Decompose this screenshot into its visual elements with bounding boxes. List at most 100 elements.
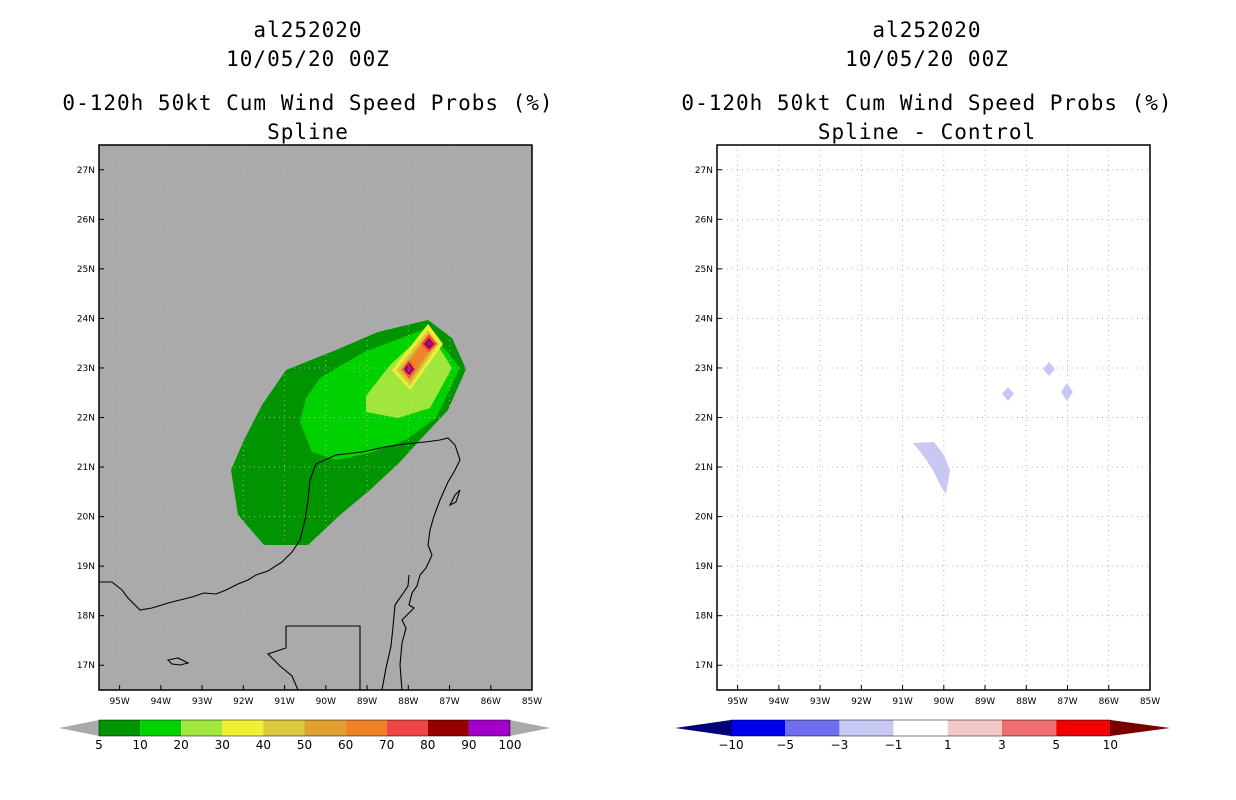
lat-label-19N: 19N xyxy=(695,562,713,572)
colorbar-label-40: 40 xyxy=(256,738,271,752)
lon-label-95W: 95W xyxy=(109,697,129,707)
lat-label-20N: 20N xyxy=(77,513,95,523)
left-subtitle: Spline xyxy=(267,120,349,144)
right-axis-ticks xyxy=(717,169,1151,690)
colorbar-label-60: 60 xyxy=(338,738,353,752)
lat-label-23N: 23N xyxy=(695,364,713,374)
coastline-belize xyxy=(381,574,410,690)
lon-label-87W: 87W xyxy=(1057,697,1077,707)
right-difference-contours xyxy=(902,362,1073,519)
lat-label-17N: 17N xyxy=(77,661,95,671)
colorbar-swatch-6 xyxy=(1056,720,1111,736)
colorbar-label-30: 30 xyxy=(215,738,230,752)
prob-contour-90-b xyxy=(426,340,432,347)
colorbar-swatch-2 xyxy=(839,720,894,736)
lon-label-89W: 89W xyxy=(975,697,995,707)
border-mexico-guatemala xyxy=(266,626,299,690)
colorbar-swatch-6 xyxy=(345,720,387,736)
lon-label-94W: 94W xyxy=(151,697,171,707)
colorbar-swatch-3 xyxy=(222,720,264,736)
colorbar-arrow-high xyxy=(510,720,550,736)
lon-label-91W: 91W xyxy=(892,697,912,707)
colorbar-swatch-3 xyxy=(893,720,948,736)
lon-label-86W: 86W xyxy=(1099,697,1119,707)
colorbar-swatch-4 xyxy=(947,720,1002,736)
lon-label-86W: 86W xyxy=(481,697,501,707)
lon-label-89W: 89W xyxy=(357,697,377,707)
colorbar-frame xyxy=(98,719,511,737)
prob-contour-90-a xyxy=(406,365,412,373)
right-date: 10/05/20 00Z xyxy=(845,47,1009,71)
lat-label-26N: 26N xyxy=(77,215,95,225)
left-lat-labels: 17N 18N 19N 20N 21N 22N 23N 24N 25N 26N 27N xyxy=(77,166,95,671)
left-axis-ticks xyxy=(99,169,533,690)
colorbar-label-80: 80 xyxy=(420,738,435,752)
left-colorbar: 5 10 20 30 40 50 60 70 80 90 100 xyxy=(59,719,550,752)
colorbar-swatch-4 xyxy=(263,720,305,736)
right-product-title: 0-120h 50kt Cum Wind Speed Probs (%) xyxy=(681,91,1173,115)
left-coastline xyxy=(99,437,461,690)
colorbar-label--5: −5 xyxy=(776,738,794,752)
lat-label-27N: 27N xyxy=(77,166,95,176)
right-grid xyxy=(717,145,1150,690)
right-map-background xyxy=(717,145,1150,690)
left-date: 10/05/20 00Z xyxy=(226,47,390,71)
colorbar-label-10: 10 xyxy=(132,738,147,752)
lon-label-85W: 85W xyxy=(522,697,542,707)
colorbar-label-70: 70 xyxy=(379,738,394,752)
lon-label-88W: 88W xyxy=(398,697,418,707)
lat-label-20N: 20N xyxy=(695,513,713,523)
lon-label-90W: 90W xyxy=(934,697,954,707)
lon-label-85W: 85W xyxy=(1140,697,1160,707)
right-storm-id: al252020 xyxy=(872,18,982,42)
lon-label-90W: 90W xyxy=(316,697,336,707)
coastline-yucatan xyxy=(99,437,461,690)
left-map-panel: 95W 94W 93W 92W 91W 90W 89W 88W 87W 86W 85W 17N 18N… xyxy=(77,144,542,707)
lat-label-18N: 18N xyxy=(77,612,95,622)
lat-label-17N: 17N xyxy=(695,661,713,671)
lat-label-19N: 19N xyxy=(77,562,95,572)
lat-label-26N: 26N xyxy=(695,215,713,225)
lon-label-93W: 93W xyxy=(192,697,212,707)
lon-label-91W: 91W xyxy=(274,697,294,707)
colorbar-swatch-7 xyxy=(386,720,428,736)
colorbar-label--1: −1 xyxy=(885,738,903,752)
lat-label-25N: 25N xyxy=(77,265,95,275)
left-product-title: 0-120h 50kt Cum Wind Speed Probs (%) xyxy=(62,91,554,115)
diff-dot-pink xyxy=(902,517,904,519)
colorbar-label-1: 1 xyxy=(944,738,952,752)
lat-label-21N: 21N xyxy=(695,463,713,473)
lon-label-95W: 95W xyxy=(727,697,747,707)
colorbar-label-100: 100 xyxy=(499,738,522,752)
colorbar-label-5: 5 xyxy=(1052,738,1060,752)
lat-label-22N: 22N xyxy=(695,414,713,424)
lat-label-24N: 24N xyxy=(695,314,713,324)
lat-label-27N: 27N xyxy=(695,166,713,176)
cayes xyxy=(166,657,190,666)
colorbar-label-20: 20 xyxy=(174,738,189,752)
lat-label-18N: 18N xyxy=(695,612,713,622)
lon-label-93W: 93W xyxy=(810,697,830,707)
colorbar-label-90: 90 xyxy=(461,738,476,752)
colorbar-arrow-low xyxy=(59,720,99,736)
colorbar-label--3: −3 xyxy=(831,738,849,752)
border-guatemala-north xyxy=(286,625,361,690)
lat-label-22N: 22N xyxy=(77,414,95,424)
colorbar-swatch-9 xyxy=(468,720,510,736)
left-probability-contours xyxy=(231,320,466,545)
left-lon-labels: 95W 94W 93W 92W 91W 90W 89W 88W 87W 86W 85W xyxy=(109,697,542,707)
colorbar-swatch-1 xyxy=(140,720,182,736)
lon-label-94W: 94W xyxy=(769,697,789,707)
lon-label-87W: 87W xyxy=(439,697,459,707)
left-storm-id: al252020 xyxy=(253,18,363,42)
colorbar-swatch-0 xyxy=(731,720,786,736)
colorbar-swatch-2 xyxy=(181,720,223,736)
colorbar-label--10: −10 xyxy=(718,738,743,752)
right-lat-labels: 17N 18N 19N 20N 21N 22N 23N 24N 25N 26N 27N xyxy=(695,166,713,671)
colorbar-label-10: 10 xyxy=(1103,738,1118,752)
colorbar-arrow-low xyxy=(675,720,731,736)
lon-label-88W: 88W xyxy=(1016,697,1036,707)
lat-label-23N: 23N xyxy=(77,364,95,374)
left-grid xyxy=(99,145,532,690)
colorbar-swatch-5 xyxy=(304,720,346,736)
